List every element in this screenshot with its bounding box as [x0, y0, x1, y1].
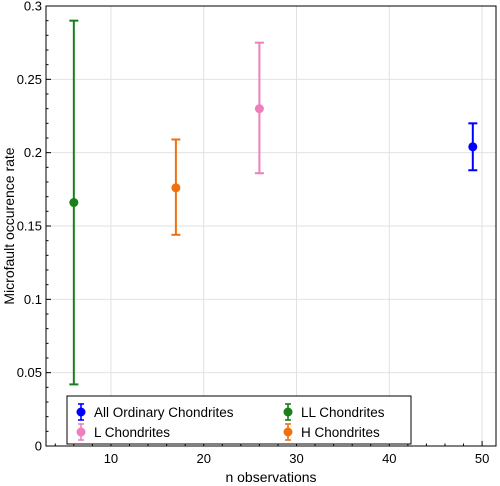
legend-label: H Chondrites — [301, 425, 380, 440]
y-axis-label: Microfault occurence rate — [1, 147, 17, 304]
legend-marker — [283, 407, 293, 417]
legend-label: LL Chondrites — [301, 405, 385, 420]
legend-marker — [76, 427, 86, 437]
legend-entry: All Ordinary Chondrites — [76, 403, 234, 421]
series-3 — [171, 138, 181, 236]
y-tick-label: 0.25 — [17, 72, 42, 87]
series-0 — [468, 122, 478, 172]
legend-marker — [76, 407, 86, 417]
legend-label: L Chondrites — [94, 425, 170, 440]
x-tick-label: 30 — [289, 451, 303, 466]
y-tick-label: 0.05 — [17, 365, 42, 380]
ticks: 10 20 30 40 50 0 0.05 0.1 0.15 0.2 0.25 0.3 — [17, 0, 490, 466]
legend-entry: H Chondrites — [283, 423, 380, 441]
y-tick-label: 0.1 — [24, 292, 42, 307]
legend-label: All Ordinary Chondrites — [94, 405, 234, 420]
data-point — [254, 104, 264, 114]
y-tick-label: 0.15 — [17, 219, 42, 234]
series-2 — [254, 41, 264, 175]
legend: All Ordinary Chondrites LL Chondrites L Ch… — [66, 395, 412, 445]
legend-entry: L Chondrites — [76, 423, 170, 441]
data-point — [171, 183, 181, 193]
series-1 — [69, 19, 79, 386]
legend-marker — [283, 427, 293, 437]
x-tick-label: 50 — [475, 451, 489, 466]
x-tick-label: 20 — [196, 451, 210, 466]
grid — [46, 6, 496, 446]
legend-box — [66, 395, 412, 445]
y-tick-label: 0.2 — [24, 145, 42, 160]
error-bars — [69, 19, 478, 386]
x-axis-label: n observations — [225, 469, 316, 485]
x-tick-label: 10 — [104, 451, 118, 466]
x-tick-label: 40 — [382, 451, 396, 466]
data-point — [69, 198, 79, 208]
legend-entry: LL Chondrites — [283, 403, 385, 421]
data-point — [468, 142, 478, 152]
y-tick-label: 0 — [35, 439, 42, 454]
y-tick-label: 0.3 — [24, 0, 42, 14]
